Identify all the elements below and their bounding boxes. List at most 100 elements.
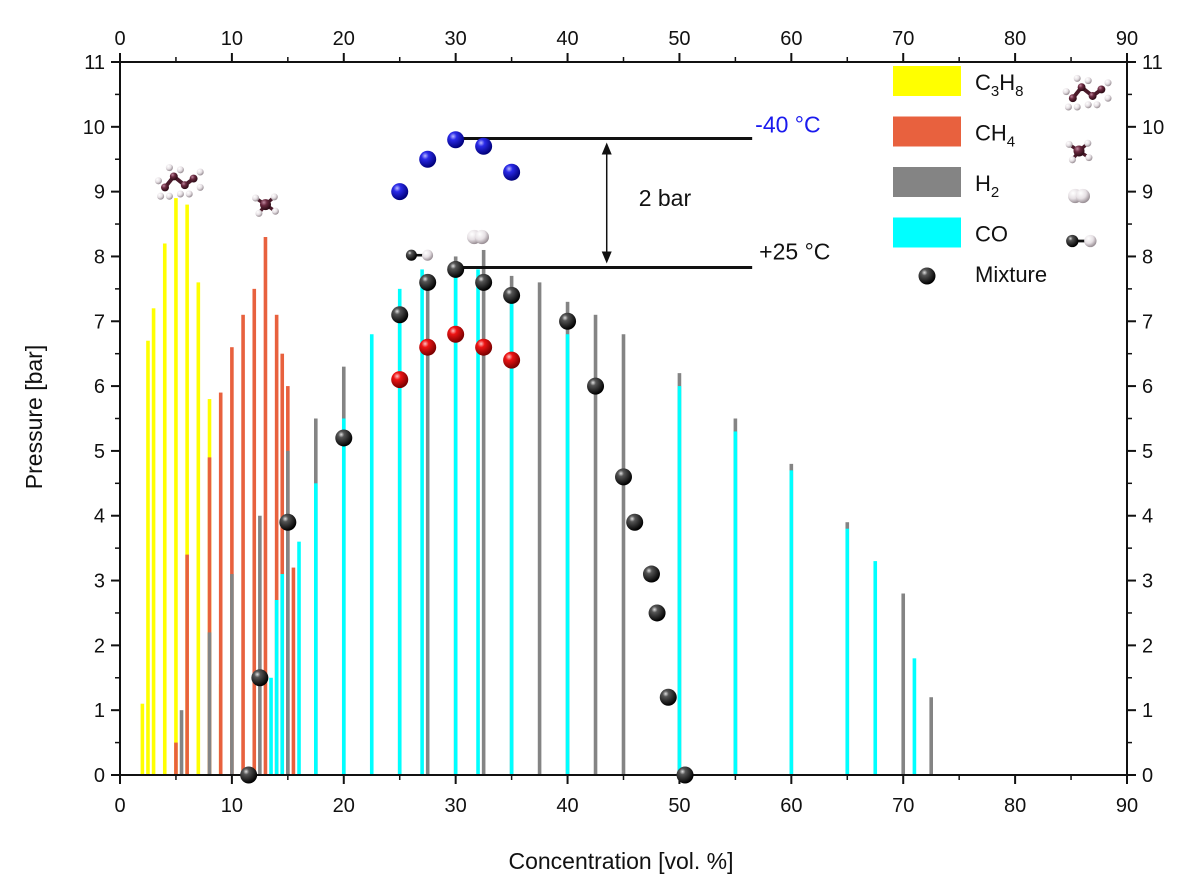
bar-co — [369, 334, 374, 775]
bar-co — [677, 386, 682, 775]
cold-temperature-label: -40 °C — [755, 111, 820, 137]
y-tick-label-right: 11 — [1142, 52, 1163, 74]
bars-layer — [140, 198, 933, 776]
mixture-point — [659, 688, 677, 706]
x-tick-label: 70 — [892, 795, 914, 817]
bar-ch4 — [185, 554, 189, 775]
y-tick-label-right: 9 — [1142, 182, 1153, 204]
legend-swatch — [893, 217, 961, 248]
mixture-point — [475, 273, 493, 291]
hydrogen-molecule-icon — [1068, 188, 1090, 204]
x-tick-label: 40 — [556, 795, 578, 817]
y-tick-label: 11 — [84, 52, 105, 74]
legend-item-c3h8: C3H8 — [893, 66, 1112, 111]
legend-swatch — [893, 167, 961, 197]
y-tick-label: 5 — [94, 441, 105, 463]
x-tick-label-top: 50 — [668, 28, 690, 50]
delta-pressure-label: 2 bar — [639, 185, 692, 211]
y-tick-label-right: 3 — [1142, 571, 1153, 593]
bar-co — [314, 483, 318, 775]
bar-ch4 — [291, 567, 296, 775]
bar-co — [733, 431, 738, 775]
y-tick-label-right: 8 — [1142, 246, 1153, 268]
bar-co — [297, 541, 301, 775]
mixture-point — [626, 513, 644, 531]
hydrogen-molecule-icon — [467, 229, 489, 245]
cold-point — [475, 137, 493, 155]
warm-point — [419, 338, 437, 356]
legend-label: C3H8 — [975, 70, 1023, 100]
x-tick-label-top: 10 — [221, 28, 243, 50]
y-tick-label: 3 — [94, 571, 105, 593]
bar-ch4 — [218, 392, 223, 775]
carbon-monoxide-molecule-icon — [405, 249, 434, 261]
x-tick-label: 80 — [1004, 795, 1026, 817]
x-tick-label-top: 0 — [114, 28, 125, 50]
x-tick-label-top: 30 — [445, 28, 467, 50]
y-tick-label-right: 7 — [1142, 311, 1153, 333]
bar-h2 — [901, 593, 906, 775]
mixture-point — [676, 766, 694, 784]
cold-point — [419, 150, 437, 168]
x-tick-label-top: 70 — [892, 28, 914, 50]
mixture-point — [391, 306, 409, 324]
warm-point — [503, 351, 521, 369]
bar-co — [269, 677, 273, 775]
bar-h2 — [593, 314, 598, 775]
bar-c3h8 — [174, 198, 178, 775]
x-tick-label: 20 — [333, 795, 355, 817]
y-tick-label-right: 4 — [1142, 506, 1153, 528]
mixture-point — [615, 468, 632, 486]
bar-ch4 — [174, 742, 178, 775]
x-tick-label: 60 — [780, 795, 802, 817]
y-tick-label: 10 — [83, 117, 105, 139]
mixture-point — [419, 273, 437, 291]
warm-point — [447, 325, 465, 343]
bar-h2 — [179, 710, 184, 775]
legend-label: CO — [975, 222, 1008, 247]
y-tick-label: 6 — [94, 376, 105, 398]
bar-co — [274, 599, 279, 775]
bar-co — [509, 288, 514, 775]
cold-point — [391, 183, 409, 201]
bar-c3h8 — [151, 308, 156, 775]
y-tick-label: 0 — [94, 765, 105, 787]
mixture-point — [335, 429, 353, 447]
legend: C3H8 CH4 H2 CO Mixture — [893, 66, 1112, 287]
bar-co — [476, 269, 480, 775]
warm-point — [475, 338, 493, 356]
warm-temperature-label: +25 °C — [759, 238, 830, 264]
x-tick-label: 10 — [221, 795, 243, 817]
propane-molecule-icon — [154, 164, 204, 200]
legend-swatch — [893, 116, 961, 147]
bar-h2 — [537, 282, 542, 775]
mixture-point — [648, 604, 666, 622]
bar-ch4 — [252, 288, 257, 775]
bar-ch4 — [207, 457, 212, 775]
x-tick-label-top: 20 — [333, 28, 355, 50]
x-tick-label: 50 — [668, 795, 690, 817]
methane-molecule-icon — [252, 193, 279, 217]
bar-co — [280, 574, 285, 775]
y-tick-label: 1 — [94, 700, 105, 722]
bar-ch4 — [230, 347, 234, 775]
bar-h2 — [481, 249, 486, 776]
points-layer — [240, 131, 694, 784]
bar-h2 — [258, 515, 262, 775]
x-tick-label: 90 — [1116, 795, 1138, 817]
bar-co — [912, 658, 917, 775]
bar-co — [341, 418, 346, 775]
bar-h2 — [621, 334, 626, 775]
x-axis-title: Concentration [vol. %] — [508, 848, 733, 874]
legend-swatch — [893, 66, 961, 96]
mixture-point — [240, 766, 258, 784]
legend-item-ch4: CH4 — [893, 116, 1093, 164]
bar-co — [453, 262, 458, 775]
legend-item-co: CO — [893, 217, 1097, 248]
y-tick-label: 8 — [94, 246, 105, 268]
legend-label: H2 — [975, 171, 999, 201]
mixture-point — [559, 312, 577, 330]
y-tick-label-right: 6 — [1142, 376, 1153, 398]
bar-ch4 — [263, 237, 268, 775]
